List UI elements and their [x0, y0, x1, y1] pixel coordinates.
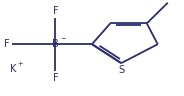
Text: +: + [17, 61, 23, 67]
Text: −: − [60, 36, 66, 42]
Text: F: F [53, 6, 58, 16]
Text: B: B [52, 39, 59, 49]
Text: F: F [53, 73, 58, 83]
Text: F: F [4, 39, 10, 49]
Text: K: K [10, 64, 17, 74]
Text: S: S [118, 65, 124, 75]
